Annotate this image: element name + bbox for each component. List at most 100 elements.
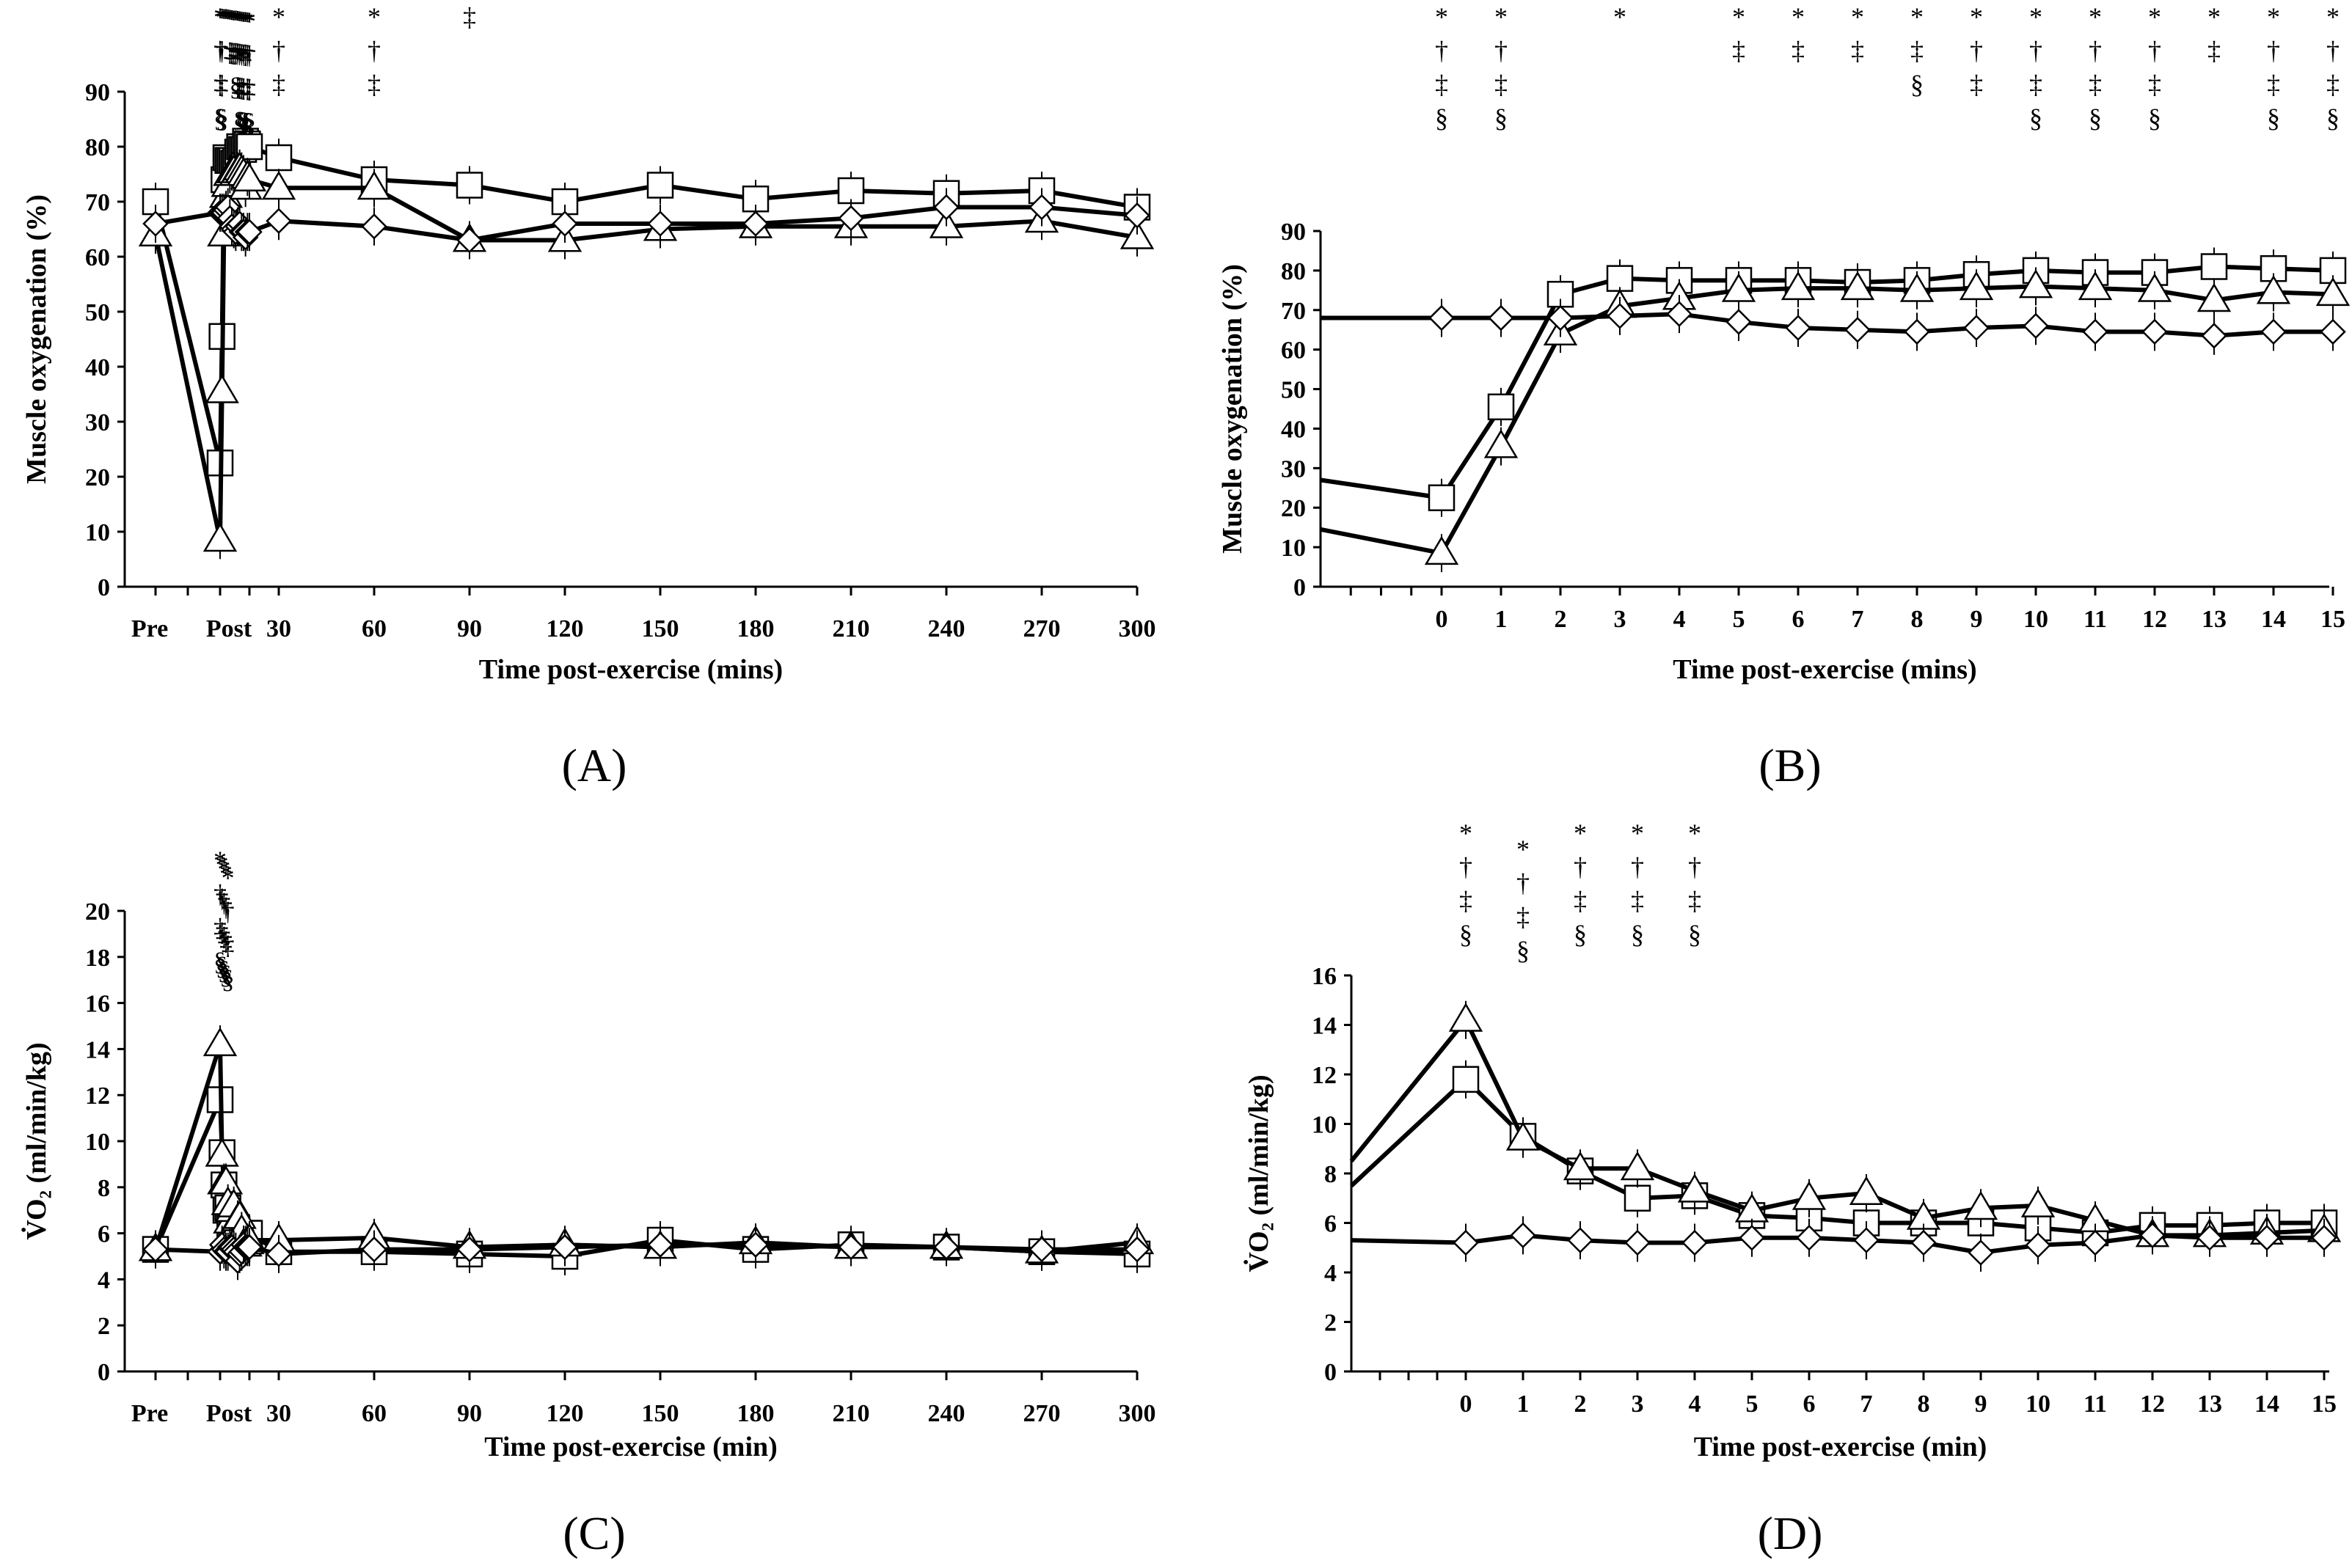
panel-b-significance-mark: ‡	[1851, 36, 1864, 65]
panel-d-x-tick-label: 7	[1860, 1391, 1873, 1418]
panel-d-x-tick-label: 5	[1746, 1391, 1758, 1418]
panel-c-y-tick-label: 10	[85, 1129, 110, 1156]
panel-a-x-axis-label: Time post-exercise (mins)	[479, 654, 783, 685]
panel-a-series-triangle-point	[202, 522, 238, 552]
panel-b-series-triangle-point	[2256, 275, 2291, 304]
panel-c-y-tick-label: 20	[85, 898, 110, 926]
panel-c-x-tick-label: 60	[362, 1400, 387, 1427]
panel-b-series-triangle-point	[2315, 276, 2351, 307]
panel-b-significance-mark: §	[2029, 103, 2042, 133]
panel-a-series-square-point	[456, 172, 483, 199]
panel-b-y-tick-label: 30	[1281, 455, 1306, 483]
panel-b-y-tick-label: 90	[1281, 219, 1306, 246]
panel-a-significance-mark: §	[229, 72, 242, 101]
panel-a-significance-mark: ‡	[241, 74, 254, 103]
panel-d-y-tick-label: 0	[1324, 1359, 1337, 1386]
panel-d-significance-mark: §	[1574, 920, 1587, 949]
panel-d-y-tick-label: 10	[1312, 1112, 1337, 1139]
panel-d-series-diamond-point	[1567, 1227, 1593, 1253]
panel-b-significance-mark: *	[1970, 2, 1983, 32]
panel-d-x-tick-label: 3	[1632, 1391, 1644, 1418]
panel-c-significance-mark: ‡	[222, 931, 235, 960]
panel-d-series-square-point	[1624, 1184, 1651, 1212]
panel-a-y-tick-label: 50	[85, 299, 110, 326]
panel-a-series-square-point	[265, 144, 293, 172]
panel-d-series-triangle-line	[1349, 1017, 2325, 1238]
panel-a-y-tick-label: 80	[85, 134, 110, 161]
panel-b-significance-mark: *	[1613, 2, 1626, 32]
panel-b-significance-mark: *	[1732, 2, 1745, 32]
panel-c-significance-mark: ‡	[219, 926, 233, 956]
panel-c-y-tick-label: 4	[98, 1267, 110, 1294]
panel-b-significance-mark: ‡	[1732, 36, 1745, 65]
panel-a-series-diamond-point	[933, 194, 960, 221]
panel-b-series-triangle-point	[1959, 271, 1994, 301]
panel-d-significance-mark: *	[1516, 835, 1530, 864]
panel-b-series-triangle-point	[2196, 282, 2232, 312]
panel-b-significance-mark: †	[2267, 36, 2280, 65]
panel-a-significance-mark: §	[213, 103, 227, 133]
panel-d-x-tick-label: 4	[1689, 1391, 1701, 1418]
panel-c-series-diamond-point	[838, 1234, 864, 1261]
panel-a-x-tick-label: Pre	[131, 615, 168, 642]
panel-a-significance-mark: §	[237, 107, 250, 136]
panel-d-series-diamond-point	[1681, 1229, 1708, 1256]
panel-c-series-triangle-point	[202, 1027, 238, 1057]
panel-b-series-triangle-point	[2018, 268, 2053, 298]
panel-c-series-diamond-point	[142, 1236, 169, 1263]
panel-b-significance-mark: †	[2029, 36, 2042, 65]
panel-b-series-square-point	[1428, 484, 1456, 511]
panel-d-series-triangle-point	[1505, 1121, 1541, 1151]
panel-d-y-tick-label: 8	[1324, 1161, 1337, 1188]
panel-b-series-diamond-point	[1428, 304, 1455, 331]
panel-d-series-diamond-point	[1739, 1224, 1765, 1251]
panel-a-y-tick-label: 70	[85, 189, 110, 216]
panel-b-significance-mark: ‡	[2326, 70, 2340, 99]
panel-d-series-triangle-point	[1563, 1151, 1598, 1181]
panel-b-significance-mark: ‡	[1494, 70, 1508, 99]
panel-a-significance-mark: †	[235, 39, 248, 68]
panel-c-y-tick-label: 0	[98, 1359, 110, 1386]
panel-a-significance-mark: §	[235, 106, 248, 136]
panel-d-series-triangle-point	[1620, 1151, 1655, 1181]
panel-a-series-triangle-point	[205, 374, 239, 403]
panel-a-significance-mark: †	[243, 40, 256, 70]
panel-d-series-triangle-point	[1963, 1190, 1998, 1220]
panel-b-x-tick-label: 8	[1911, 606, 1924, 633]
panel-a-significance-mark: *	[235, 5, 248, 34]
panel-a-series-diamond-point	[142, 210, 169, 237]
panel-a-x-tick-label: 150	[642, 615, 679, 642]
panel-b-series-square-line	[1320, 264, 2334, 500]
panel-d-y-tick-label: 14	[1312, 1013, 1337, 1040]
panel-b-significance-mark: ‡	[2089, 70, 2102, 99]
panel-b-significance-mark: †	[1494, 36, 1508, 65]
panel-a-significance-mark: ‡	[237, 73, 250, 103]
panel-a-x-tick-label: 120	[547, 615, 584, 642]
panel-b-x-tick-label: 14	[2261, 606, 2286, 633]
panel-c-series-diamond-point	[266, 1241, 292, 1267]
panel-c-x-tick-label: 120	[547, 1400, 584, 1427]
panel-b-x-tick-label: 6	[1792, 606, 1805, 633]
panel-label-c: (C)	[563, 1507, 625, 1559]
panel-b-significance-mark: *	[2207, 2, 2221, 32]
panel-a-significance-mark: ‡	[225, 37, 238, 67]
panel-c-series-triangle-line	[153, 1042, 1138, 1254]
panel-b-significance-mark: †	[1970, 36, 1983, 65]
panel-c-x-tick-label: Post	[206, 1400, 252, 1427]
panel-b-significance-mark: ‡	[1435, 70, 1448, 99]
panel-b-series-triangle-point	[1424, 535, 1459, 565]
panel-b-x-tick-label: 7	[1852, 606, 1864, 633]
panel-d-y-axis-label: V̇O₂ (ml/min/kg)	[1243, 1074, 1274, 1272]
panel-b-x-tick-label: 4	[1673, 606, 1686, 633]
panel-c-significance-mark: †	[222, 897, 235, 926]
panel-a-significance-mark: *	[223, 4, 236, 33]
panel-b-x-tick-label: 0	[1436, 606, 1448, 633]
panel-b-series-triangle-point	[1840, 271, 1875, 301]
panel-d-significance-mark: ‡	[1688, 886, 1701, 915]
panel-b-y-tick-label: 0	[1293, 574, 1306, 601]
panel-a-x-tick-label: 90	[457, 615, 482, 642]
panel-a-x-tick-label: 180	[737, 615, 775, 642]
panel-d-significance-mark: †	[1516, 868, 1530, 898]
